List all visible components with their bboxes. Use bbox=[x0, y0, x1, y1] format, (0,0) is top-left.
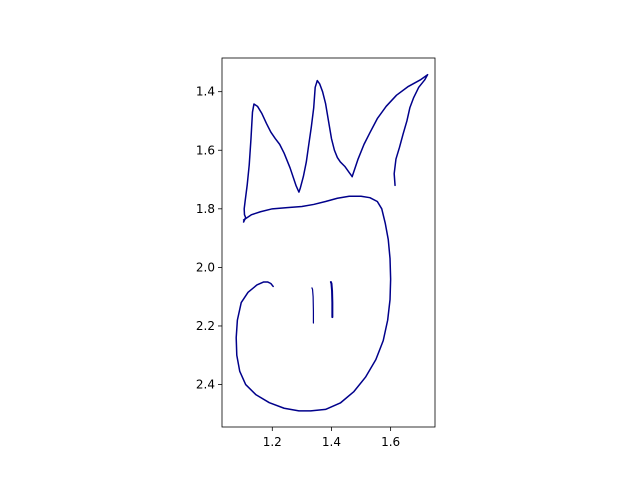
x-tick-label: 1.6 bbox=[381, 435, 400, 449]
plot-area bbox=[222, 58, 435, 427]
y-tick-label: 1.4 bbox=[196, 85, 215, 99]
series-line-2 bbox=[242, 79, 353, 223]
x-tick-label: 1.2 bbox=[263, 435, 282, 449]
x-tick-label: 1.4 bbox=[322, 435, 341, 449]
x-axis: 1.2 1.4 1.6 bbox=[263, 427, 400, 449]
series-line-4 bbox=[311, 287, 315, 324]
y-tick-label: 2.2 bbox=[196, 319, 215, 333]
series-line-1 bbox=[351, 73, 429, 187]
axes-frame bbox=[221, 57, 436, 428]
y-tick-label: 1.8 bbox=[196, 202, 215, 216]
y-tick-label: 1.6 bbox=[196, 143, 215, 157]
series-line-3 bbox=[235, 195, 392, 412]
y-tick-label: 2.4 bbox=[196, 378, 215, 392]
y-axis: 1.4 1.6 1.8 2.0 2.2 2.4 bbox=[196, 85, 222, 392]
series-layer bbox=[235, 73, 429, 412]
series-line-5 bbox=[329, 281, 334, 319]
y-tick-label: 2.0 bbox=[196, 260, 215, 274]
